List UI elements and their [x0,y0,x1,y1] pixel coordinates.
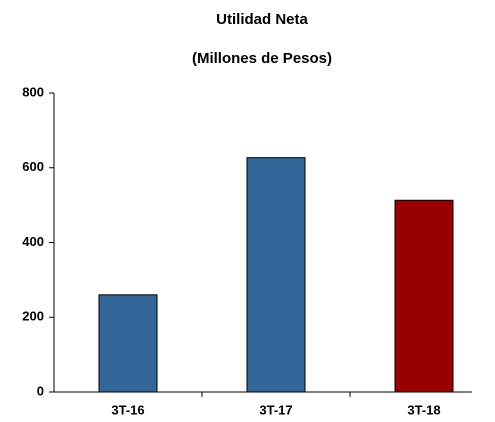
bar [246,157,306,393]
x-tick-label: 3T-18 [407,402,440,417]
y-tick-label: 200 [22,309,44,324]
y-tick-label: 800 [22,84,44,99]
chart-title: Utilidad Neta [216,11,308,28]
bar [98,294,158,393]
x-tick-label: 3T-16 [111,402,144,417]
bar [394,199,454,393]
y-tick-label: 400 [22,234,44,249]
y-tick-label: 600 [22,159,44,174]
x-tick-label: 3T-17 [259,402,292,417]
y-tick-label: 0 [37,383,44,398]
chart-subtitle: (Millones de Pesos) [192,50,332,67]
